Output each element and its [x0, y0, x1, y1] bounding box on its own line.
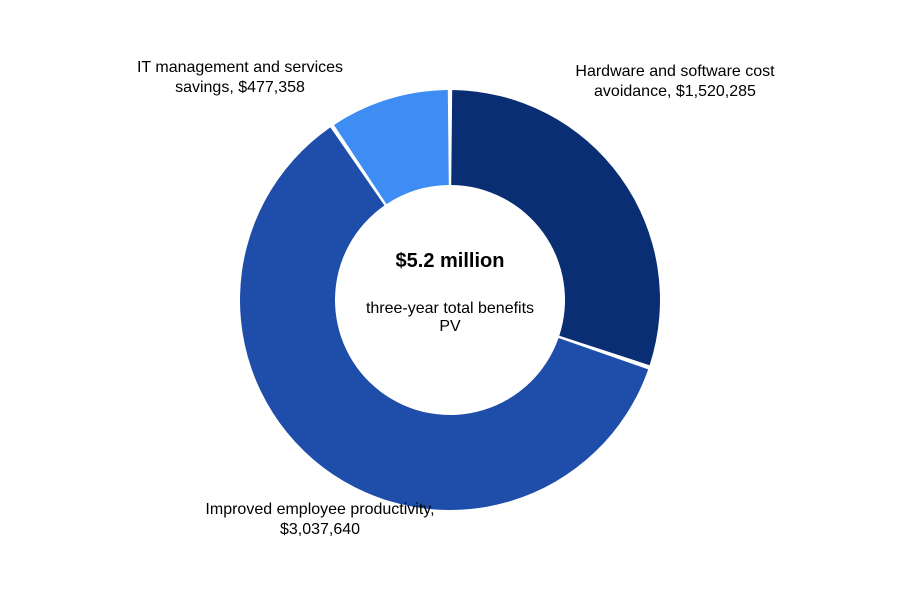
- donut-chart-container: $5.2 million three-year total benefits P…: [0, 0, 900, 600]
- slice-label-improved_productivity: Improved employee productivity, $3,037,6…: [170, 500, 470, 540]
- slice-label-hardware_software: Hardware and software cost avoidance, $1…: [535, 62, 815, 102]
- slice-label-it_management: IT management and services savings, $477…: [110, 58, 370, 98]
- donut-slice-hardware_software: [451, 90, 660, 365]
